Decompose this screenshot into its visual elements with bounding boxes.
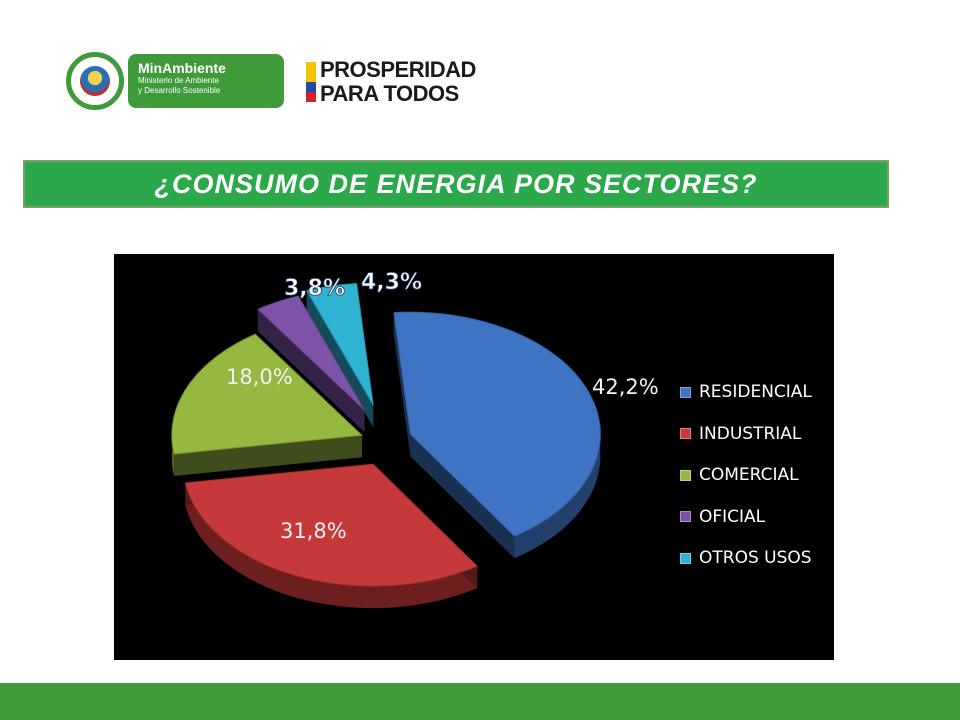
legend-label-residencial: RESIDENCIAL — [699, 382, 812, 402]
slice-wall-comercial-0 — [174, 435, 362, 477]
colombia-seal-icon — [66, 52, 124, 110]
legend-label-oficial: OFICIAL — [699, 506, 766, 527]
legend-swatch-otros-usos — [680, 552, 691, 564]
legend-item-residencial: RESIDENCIAL — [680, 382, 812, 402]
page-title: ¿CONSUMO DE ENERGIA POR SECTORES? — [154, 168, 758, 199]
legend-label-otros-usos: OTROS USOS — [699, 548, 812, 568]
legend-swatch-oficial — [680, 511, 691, 522]
title-banner: ¿CONSUMO DE ENERGIA POR SECTORES? — [23, 160, 889, 208]
legend-swatch-industrial — [680, 428, 691, 439]
data-label-comercial: 18,0% — [226, 365, 293, 389]
legend-item-industrial: INDUSTRIAL — [680, 424, 812, 444]
minambiente-subtitle-2: y Desarrollo Sostenible — [138, 86, 221, 95]
legend-item-oficial: OFICIAL — [680, 507, 812, 527]
pie-tops — [171, 282, 601, 587]
minambiente-subtitle-1: Ministerio de Ambiente — [138, 76, 219, 85]
slice-side-industrial — [185, 482, 478, 609]
slice-wall-oficial-0 — [257, 309, 365, 433]
footer-bar — [0, 683, 960, 720]
data-label-oficial: 3,8% — [284, 276, 345, 301]
legend-item-comercial: COMERCIAL — [680, 465, 812, 485]
prosperidad-line2: PARA TODOS — [320, 81, 459, 106]
slice-comercial — [171, 333, 363, 455]
header-logos: MinAmbiente Ministerio de Ambiente y Des… — [60, 50, 520, 112]
data-label-otros-usos: 4,3% — [361, 270, 422, 295]
legend-label-industrial: INDUSTRIAL — [699, 423, 802, 444]
minambiente-logo: MinAmbiente Ministerio de Ambiente y Des… — [128, 54, 284, 108]
legend-swatch-residencial — [680, 386, 691, 398]
data-label-residencial: 42,2% — [592, 375, 659, 399]
pie-data-labels: 42,2% 31,8% 18,0% 3,8% 4,3% — [226, 270, 659, 543]
slice-wall-residencial-0 — [393, 312, 411, 457]
slice-residencial — [393, 311, 601, 537]
slice-oficial — [257, 295, 366, 411]
prosperidad-line1: PROSPERIDAD — [320, 57, 476, 82]
slice-wall-otros-usos-0 — [306, 290, 374, 427]
slice-wall-residencial-1 — [410, 434, 515, 559]
legend-item-otros-usos: OTROS USOS — [680, 548, 812, 568]
chart-legend: RESIDENCIAL INDUSTRIAL COMERCIAL OFICIAL OTR… — [680, 382, 812, 590]
slice-industrial — [184, 463, 479, 587]
minambiente-name: MinAmbiente — [138, 60, 226, 76]
legend-label-comercial: COMERCIAL — [699, 465, 799, 485]
pie-chart-svg: 42,2% 31,8% 18,0% 3,8% 4,3% — [171, 270, 659, 609]
legend-swatch-comercial — [680, 469, 691, 481]
pie-chart: 42,2% 31,8% 18,0% 3,8% 4,3% RESIDENCIAL INDUS… — [114, 254, 834, 660]
slice-otros-usos — [305, 282, 374, 406]
data-label-industrial: 31,8% — [280, 519, 347, 543]
prosperidad-logo: PROSPERIDAD PARA TODOS — [306, 56, 516, 108]
